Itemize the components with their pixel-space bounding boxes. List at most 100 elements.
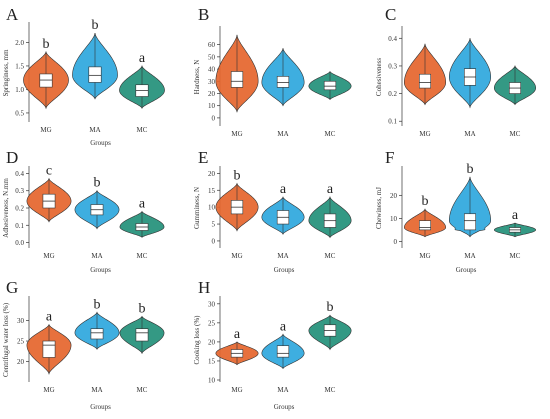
violin-MA: MA b <box>448 162 492 260</box>
box <box>464 213 476 231</box>
x-tick-label: MC <box>325 386 336 394</box>
panel-H: H 10 15 20 25 30 Cooking loss (%) MG a MA a MC b Grou… <box>193 278 352 411</box>
x-axis-title: Groups <box>456 266 477 274</box>
y-axis-title: Adhesiveness, N.mm <box>2 178 10 238</box>
y-axis-title: Chewiness, mJ <box>375 187 383 229</box>
y-tick-label: 0.3 <box>15 187 24 195</box>
box <box>276 76 290 88</box>
x-tick-label: MC <box>137 126 148 134</box>
significance-letter: a <box>139 51 146 66</box>
panel-A: A 0.5 1.0 1.5 2.0 Springiness, mm MG b MA b MC a Gro… <box>2 5 165 147</box>
y-axis-title: Springiness, mm <box>2 49 10 97</box>
y-tick-label: 60 <box>208 41 216 49</box>
x-tick-label: MC <box>510 130 521 138</box>
x-axis-title: Groups <box>274 266 295 274</box>
y-tick-label: 5 <box>212 221 216 229</box>
x-tick-label: MA <box>91 252 102 260</box>
panel-label: A <box>6 5 19 24</box>
panel-F: F 0 10 20 Chewiness, mJ MG b MA b MC a Groups <box>375 148 537 274</box>
y-tick-label: 30 <box>208 300 216 308</box>
x-tick-label: MG <box>231 252 242 260</box>
x-axis-title: Groups <box>90 266 111 274</box>
x-tick-label: MA <box>464 130 475 138</box>
y-tick-label: 0.5 <box>15 109 24 117</box>
significance-letter: a <box>512 208 519 223</box>
y-tick-label: 20 <box>208 338 216 346</box>
box <box>323 80 337 91</box>
violin-MG: MG c <box>26 164 72 260</box>
x-tick-label: MC <box>137 252 148 260</box>
significance-letter: a <box>280 319 287 334</box>
x-tick-label: MG <box>419 130 430 138</box>
significance-letter: b <box>139 301 146 316</box>
violin-MG: MG b <box>215 169 259 260</box>
significance-letter: c <box>46 164 52 179</box>
panel-label: F <box>385 148 394 167</box>
x-tick-label: MA <box>277 386 288 394</box>
violin-MG: MG <box>215 34 259 138</box>
box <box>88 66 102 83</box>
box <box>276 345 290 358</box>
y-tick-label: 0.1 <box>388 118 397 126</box>
x-tick-label: MG <box>231 386 242 394</box>
y-tick-label: 0 <box>394 238 398 246</box>
y-tick-label: 20 <box>17 358 25 366</box>
box <box>230 71 244 88</box>
y-tick-label: 15 <box>208 357 216 365</box>
x-axis-title: Groups <box>90 403 111 411</box>
x-tick-label: MA <box>91 386 102 394</box>
panel-C: C 0.1 0.2 0.3 0.4 Cohesiveness MG MA MC <box>375 5 537 138</box>
violin-MA: MA b <box>74 297 120 394</box>
panel-label: E <box>198 148 208 167</box>
y-tick-label: 10 <box>208 102 216 110</box>
y-tick-label: 1.5 <box>15 62 24 70</box>
violin-MA: MA b <box>72 18 118 134</box>
y-tick-label: 0.4 <box>15 170 24 178</box>
y-tick-label: 15 <box>208 187 216 195</box>
y-axis-title: Cohesiveness <box>375 58 383 96</box>
y-tick-label: 0.0 <box>15 239 24 247</box>
violin-MG: MG <box>403 43 447 138</box>
box <box>419 73 431 89</box>
y-tick-label: 0 <box>212 114 216 122</box>
y-tick-label: 0.2 <box>388 90 397 98</box>
violin-MC: MC b <box>308 300 352 394</box>
y-tick-label: 10 <box>208 377 216 385</box>
y-tick-label: 40 <box>208 66 216 74</box>
y-tick-label: 0.4 <box>388 35 397 43</box>
box <box>42 340 56 358</box>
violin-MA: MA a <box>261 319 305 394</box>
x-axis-title: Groups <box>274 403 295 411</box>
y-tick-label: 20 <box>208 90 216 98</box>
x-tick-label: MG <box>40 126 51 134</box>
violin-MA: MA <box>261 48 305 138</box>
x-tick-label: MA <box>277 130 288 138</box>
violin-MC: MC a <box>493 208 537 260</box>
y-axis-title: Gumminess, N <box>193 187 201 229</box>
x-tick-label: MG <box>419 252 430 260</box>
violin-MC: MC a <box>119 196 165 260</box>
significance-letter: b <box>422 194 429 209</box>
panel-B: B 0 10 20 30 40 50 60 Hardness, N MG MA MC <box>193 5 352 138</box>
x-tick-label: MC <box>325 130 336 138</box>
y-tick-label: 50 <box>208 53 216 61</box>
violin-MC: MC b <box>119 301 165 394</box>
significance-letter: a <box>280 182 287 197</box>
significance-letter: a <box>46 310 53 325</box>
significance-letter: b <box>327 300 334 315</box>
box <box>39 73 53 88</box>
y-tick-label: 0 <box>212 237 216 245</box>
significance-letter: a <box>234 327 241 342</box>
x-tick-label: MC <box>510 252 521 260</box>
violin-MG: MG a <box>26 310 72 394</box>
violin-MC: MC a <box>308 182 352 260</box>
significance-letter: b <box>467 162 474 177</box>
box <box>419 220 431 231</box>
x-tick-label: MC <box>325 252 336 260</box>
violin-MG: MG b <box>23 37 69 134</box>
significance-letter: a <box>139 196 146 211</box>
y-tick-label: 30 <box>208 78 216 86</box>
panel-label: C <box>385 5 396 24</box>
panel-D: D 0.0 0.1 0.2 0.3 0.4 Adhesiveness, N.mm MG c MA b… <box>2 148 165 274</box>
